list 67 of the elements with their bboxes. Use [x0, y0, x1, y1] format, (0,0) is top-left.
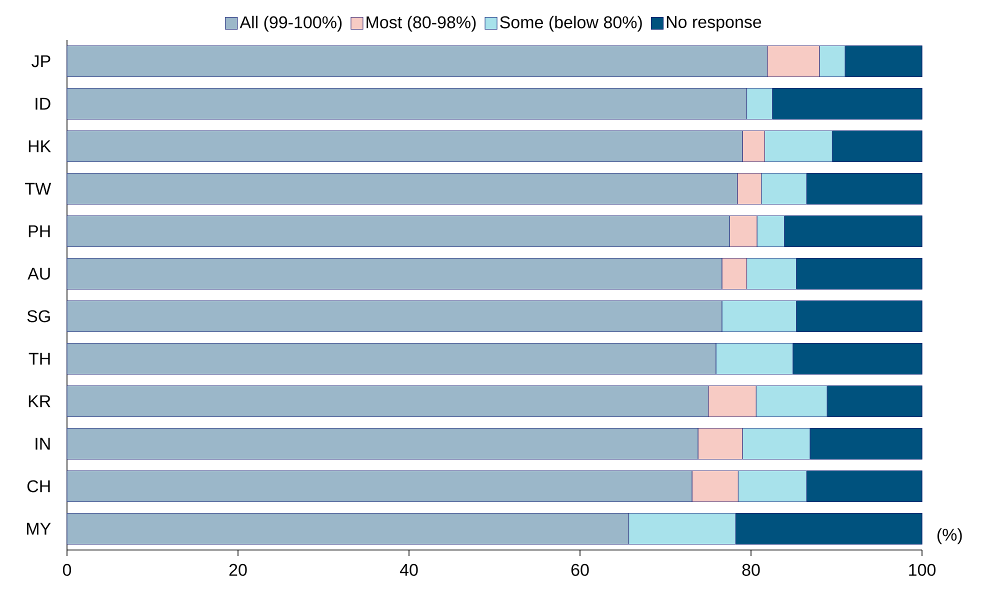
bar	[716, 342, 794, 375]
bar	[756, 385, 828, 418]
y-tick-label: TW	[25, 182, 52, 195]
y-tick-label: KR	[28, 395, 50, 408]
bar	[766, 45, 820, 78]
bar	[810, 428, 922, 460]
y-tick-label: CH	[27, 480, 50, 492]
y-tick-label: HK	[28, 140, 51, 152]
bar	[692, 470, 738, 502]
bar	[66, 130, 743, 162]
bar	[756, 215, 785, 248]
y-tick-label: TH	[28, 352, 50, 365]
bar	[66, 470, 692, 502]
y-tick-label: AU	[28, 268, 50, 280]
bar	[66, 215, 730, 248]
bar	[819, 45, 846, 78]
bar	[66, 45, 768, 78]
bar	[746, 258, 797, 290]
bar	[66, 342, 716, 375]
text: (%)	[937, 528, 962, 544]
y-tick-label: MY	[27, 522, 51, 535]
x-tick-label: 100	[909, 564, 936, 576]
y-tick-label: JP	[32, 55, 50, 68]
x-tick-label: 20	[229, 564, 247, 576]
bar	[772, 88, 922, 120]
bar	[735, 512, 922, 545]
bar	[792, 342, 922, 375]
bar	[742, 130, 765, 162]
bar	[737, 172, 762, 205]
bar	[832, 130, 922, 162]
bar	[66, 385, 709, 418]
bar	[698, 428, 743, 460]
bar	[66, 300, 722, 332]
bar	[729, 215, 758, 248]
bar	[66, 172, 738, 205]
bar	[764, 130, 833, 162]
x-tick-label: 40	[400, 564, 418, 576]
bar	[708, 385, 756, 418]
y-tick-label: SG	[27, 310, 50, 322]
y-tick-label: ID	[36, 98, 50, 110]
y-tick-label: IN	[36, 438, 50, 450]
bar	[742, 428, 810, 460]
bar	[796, 300, 922, 332]
bar	[66, 428, 698, 460]
bar	[746, 88, 773, 120]
bar	[66, 258, 722, 290]
bar	[628, 512, 736, 545]
legend-label: Most (80-98%)	[366, 16, 476, 32]
bar	[738, 470, 807, 502]
legend-label: Some (below 80%)	[500, 16, 642, 32]
y-tick-label: PH	[28, 225, 50, 238]
bar	[796, 258, 922, 290]
bar	[784, 215, 922, 248]
x-tick-label: 0	[62, 564, 72, 576]
bar	[722, 258, 748, 290]
x-tick-label: 60	[571, 564, 589, 576]
legend-label: No response	[666, 16, 762, 32]
bar	[844, 45, 922, 78]
bar	[760, 172, 807, 205]
bar	[722, 300, 797, 332]
bar	[66, 512, 630, 545]
x-tick-label: 80	[742, 564, 760, 576]
bar	[806, 172, 922, 205]
bar	[826, 385, 922, 418]
legend-label: All (99-100%)	[240, 16, 342, 32]
bar	[806, 470, 922, 502]
bar	[66, 88, 748, 120]
